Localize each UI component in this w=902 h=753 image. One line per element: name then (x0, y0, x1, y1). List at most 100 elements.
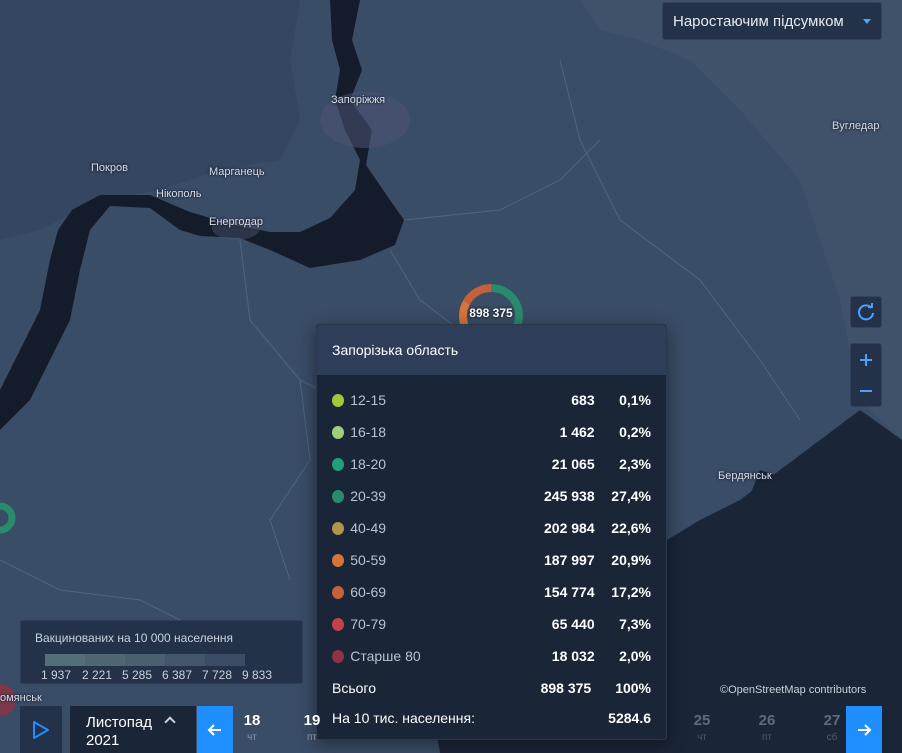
city-label: Запоріжжя (331, 94, 386, 106)
legend-title: Вакцинованих на 10 000 населення (35, 631, 234, 645)
city-label: Вугледар (832, 120, 880, 132)
arrow-left-icon (207, 723, 221, 736)
day-weekday: сб (826, 732, 838, 743)
year-label: 2021 (86, 732, 120, 749)
reset-view-button[interactable] (850, 296, 882, 328)
age-group-label: 16-18 (350, 424, 387, 440)
age-group-percent: 0,1% (619, 392, 651, 408)
day-number: 25 (693, 712, 711, 729)
per-10k-value: 5284.6 (608, 710, 651, 726)
total-count: 898 375 (540, 680, 592, 696)
age-group-row: Старше 80 18 032 2,0% (317, 640, 666, 672)
legend-swatch (205, 654, 245, 666)
legend-swatch (85, 654, 125, 666)
age-group-count: 683 (571, 392, 595, 408)
age-group-count: 18 032 (551, 648, 595, 664)
legend-tick: 6 387 (162, 668, 193, 682)
age-group-count: 202 984 (544, 520, 595, 536)
next-day-button[interactable] (846, 706, 882, 753)
age-group-percent: 0,2% (619, 424, 651, 440)
age-group-row: 70-79 65 440 7,3% (317, 608, 666, 640)
day-weekday: чт (247, 732, 257, 743)
age-group-percent: 27,4% (611, 488, 651, 504)
region-marker[interactable] (0, 684, 16, 716)
age-group-list: 12-15 683 0,1% 16-18 1 462 0,2% 18-20 21 065 2… (317, 375, 666, 672)
map-attribution[interactable]: ©OpenStreetMap contributors (720, 684, 867, 696)
north-region (0, 0, 300, 240)
age-group-label: 18-20 (350, 456, 387, 472)
age-group-percent: 2,3% (619, 456, 651, 472)
age-group-label: 60-69 (350, 584, 387, 600)
timeline-day[interactable]: 18 чт (232, 712, 272, 744)
refresh-icon (858, 303, 874, 321)
legend-tick: 7 728 (202, 668, 233, 682)
legend-tick: 2 221 (82, 668, 113, 682)
total-label: Всього (332, 680, 377, 696)
timeline-day[interactable]: 27 сб (812, 712, 852, 744)
age-group-row: 60-69 154 774 17,2% (317, 576, 666, 608)
mode-select-label: Наростаючим підсумком (673, 12, 844, 30)
region-tooltip: Запорізька область 12-15 683 0,1% 16-18 1 4… (316, 324, 667, 740)
city-label: Енергодар (209, 216, 263, 228)
per-10k-label: На 10 тис. населення: (332, 710, 475, 726)
day-number: 18 (243, 712, 261, 729)
color-dot (332, 585, 345, 599)
age-group-label: Старше 80 (350, 648, 421, 664)
month-label: Листопад (86, 714, 152, 731)
color-dot (332, 393, 345, 407)
color-dot (332, 425, 345, 439)
reservoir (0, 0, 404, 430)
legend-tick: 5 285 (122, 668, 153, 682)
color-dot (332, 489, 345, 503)
age-group-percent: 20,9% (611, 552, 651, 568)
timeline-day[interactable]: 25 чт (682, 712, 722, 744)
age-group-label: 70-79 (350, 616, 387, 632)
age-group-label: 40-49 (350, 520, 387, 536)
legend-color-scale (45, 654, 288, 666)
legend-tick: 9 833 (242, 668, 273, 682)
age-group-percent: 2,0% (619, 648, 651, 664)
day-weekday: чт (697, 732, 707, 743)
age-group-count: 1 462 (559, 424, 595, 440)
color-dot (332, 649, 345, 663)
legend-swatch (125, 654, 165, 666)
mode-select-dropdown[interactable]: Наростаючим підсумком (662, 2, 882, 40)
per-10k-row: На 10 тис. населення: 5284.6 (317, 704, 666, 732)
plus-icon (860, 353, 872, 366)
tooltip-region-title: Запорізька область (317, 325, 666, 375)
day-number: 27 (823, 712, 841, 729)
day-number: 26 (758, 712, 776, 729)
zoom-in-button[interactable] (851, 344, 881, 375)
age-group-count: 187 997 (544, 552, 595, 568)
age-group-row: 40-49 202 984 22,6% (317, 512, 666, 544)
legend-ticks: 1 937 2 221 5 285 6 387 7 728 9 833 (35, 668, 288, 682)
city-halo (212, 216, 260, 240)
legend-swatch (45, 654, 85, 666)
city-label: Бердянськ (718, 470, 772, 482)
color-dot (332, 617, 345, 631)
city-label: Покров (91, 162, 128, 174)
age-group-percent: 22,6% (611, 520, 651, 536)
age-group-row: 50-59 187 997 20,9% (317, 544, 666, 576)
timeline-day[interactable]: 26 пт (747, 712, 787, 744)
city-halo (320, 92, 410, 148)
age-group-row: 12-15 683 0,1% (317, 384, 666, 416)
timeline-day[interactable]: 19 пт (292, 712, 332, 744)
day-number: 19 (303, 712, 321, 729)
neighbour-region (580, 0, 902, 440)
prev-day-button[interactable] (197, 706, 233, 753)
region-marker[interactable] (0, 502, 16, 534)
map-legend: Вакцинованих на 10 000 населення 1 937 2… (20, 620, 303, 684)
age-group-label: 20-39 (350, 488, 387, 504)
total-row: Всього 898 375 100% (317, 672, 666, 704)
age-group-count: 245 938 (544, 488, 595, 504)
color-dot (332, 457, 345, 471)
color-dot (332, 553, 345, 567)
age-group-percent: 7,3% (619, 616, 651, 632)
play-button[interactable] (20, 706, 62, 753)
month-picker[interactable]: Листопад 2021 (70, 706, 196, 753)
age-group-count: 21 065 (551, 456, 595, 472)
zoom-out-button[interactable] (851, 375, 881, 406)
day-weekday: пт (307, 732, 317, 743)
color-dot (332, 521, 345, 535)
